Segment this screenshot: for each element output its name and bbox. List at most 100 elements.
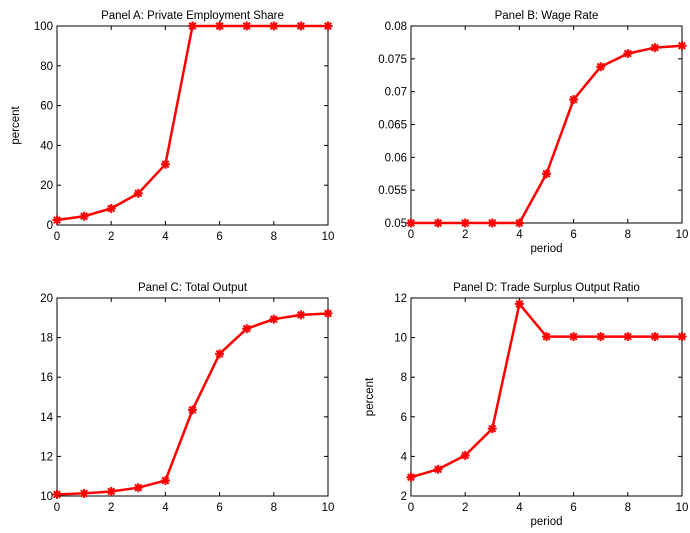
chart-title: Panel C: Total Output [138, 282, 248, 294]
data-point-marker [323, 308, 333, 318]
data-point-marker [406, 472, 416, 482]
y-tick-label: 0.055 [378, 185, 407, 197]
data-point-marker [487, 424, 497, 434]
plot-frame [410, 25, 683, 224]
y-tick-label: 4 [401, 451, 408, 463]
x-tick-label: 0 [408, 502, 414, 514]
x-tick-label: 4 [516, 229, 523, 241]
data-point-marker [269, 21, 279, 31]
data-point-marker [542, 332, 551, 342]
x-tick-label: 10 [322, 502, 335, 514]
data-point-marker [52, 215, 62, 225]
x-tick-label: 10 [676, 502, 689, 514]
x-tick-label: 6 [570, 229, 576, 241]
y-tick-label: 20 [40, 180, 53, 192]
y-tick-label: 0.075 [378, 54, 407, 66]
y-tick-label: 6 [401, 412, 407, 424]
y-tick-label: 0.07 [385, 87, 407, 99]
x-tick-label: 0 [54, 231, 60, 243]
data-point-marker [596, 332, 606, 342]
chart-title: Panel D: Trade Surplus Output Ratio [453, 282, 640, 294]
x-tick-label: 10 [676, 229, 689, 241]
data-point-marker [323, 21, 333, 31]
data-point-marker [296, 310, 306, 320]
data-point-marker [623, 49, 633, 59]
data-point-marker [215, 21, 225, 31]
y-tick-label: 0.06 [385, 152, 407, 164]
data-point-marker [460, 450, 470, 460]
y-tick-label: 20 [40, 293, 53, 305]
y-axis-label: percent [364, 377, 376, 416]
x-axis-label: period [531, 243, 563, 255]
y-tick-label: 14 [40, 412, 53, 424]
data-point-marker [133, 483, 143, 493]
y-tick-label: 100 [34, 21, 53, 33]
data-point-marker [677, 41, 687, 51]
y-tick-label: 10 [40, 491, 53, 503]
y-tick-label: 2 [401, 491, 407, 503]
data-point-marker [650, 43, 660, 53]
y-tick-label: 60 [40, 101, 53, 113]
data-point-marker [188, 21, 197, 31]
data-point-marker [542, 169, 551, 179]
y-tick-label: 80 [40, 61, 53, 73]
data-point-marker [79, 488, 89, 498]
x-tick-label: 6 [216, 502, 222, 514]
x-tick-label: 2 [108, 502, 114, 514]
data-point-marker [487, 218, 497, 228]
plot-frame [410, 297, 683, 497]
y-tick-label: 0 [47, 220, 53, 232]
data-point-marker [52, 489, 62, 499]
x-tick-label: 0 [54, 502, 60, 514]
x-tick-label: 8 [271, 502, 277, 514]
data-point-marker [569, 332, 579, 342]
x-tick-label: 2 [108, 231, 114, 243]
y-tick-label: 40 [40, 140, 53, 152]
data-point-marker [188, 405, 197, 415]
y-tick-label: 18 [40, 333, 53, 345]
data-point-marker [433, 218, 443, 228]
y-tick-label: 0.065 [378, 120, 407, 132]
data-point-marker [133, 188, 143, 198]
data-point-marker [296, 21, 306, 31]
data-point-marker [514, 218, 524, 228]
data-point-marker [650, 332, 660, 342]
y-tick-label: 8 [401, 372, 407, 384]
data-point-marker [79, 211, 89, 221]
chart-title: Panel B: Wage Rate [495, 10, 599, 22]
data-point-marker [514, 299, 524, 309]
data-point-marker [596, 62, 606, 72]
y-tick-label: 16 [40, 372, 53, 384]
data-point-marker [160, 159, 170, 169]
y-axis-label: percent [10, 106, 22, 145]
x-tick-label: 4 [162, 502, 169, 514]
data-point-marker [160, 476, 170, 486]
data-point-marker [406, 218, 416, 228]
data-point-marker [623, 332, 633, 342]
y-tick-label: 12 [394, 293, 407, 305]
y-tick-label: 0.08 [385, 21, 407, 33]
x-axis-label: period [531, 516, 563, 528]
x-tick-label: 0 [408, 229, 414, 241]
data-point-marker [269, 314, 279, 324]
y-tick-label: 10 [394, 333, 407, 345]
plot-frame [56, 297, 329, 497]
data-point-marker [433, 464, 443, 474]
x-tick-label: 8 [271, 231, 277, 243]
x-tick-label: 4 [162, 231, 169, 243]
data-point-marker [460, 218, 470, 228]
x-tick-label: 4 [516, 502, 523, 514]
data-point-marker [106, 203, 116, 213]
data-point-marker [106, 486, 116, 496]
x-tick-label: 10 [322, 231, 335, 243]
data-point-marker [569, 95, 579, 105]
data-point-marker [242, 21, 252, 31]
data-point-marker [215, 349, 225, 359]
chart-title: Panel A: Private Employment Share [101, 10, 284, 22]
chart-panel-0: Panel A: Private Employment Share 0 2 4 6 8 10… [10, 10, 334, 243]
data-point-marker [242, 324, 252, 334]
x-tick-label: 2 [462, 502, 468, 514]
x-tick-label: 2 [462, 229, 468, 241]
